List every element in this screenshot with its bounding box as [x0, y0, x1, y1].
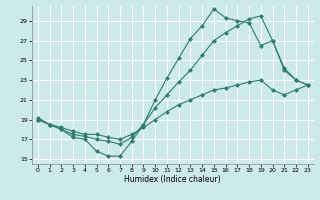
X-axis label: Humidex (Indice chaleur): Humidex (Indice chaleur): [124, 175, 221, 184]
